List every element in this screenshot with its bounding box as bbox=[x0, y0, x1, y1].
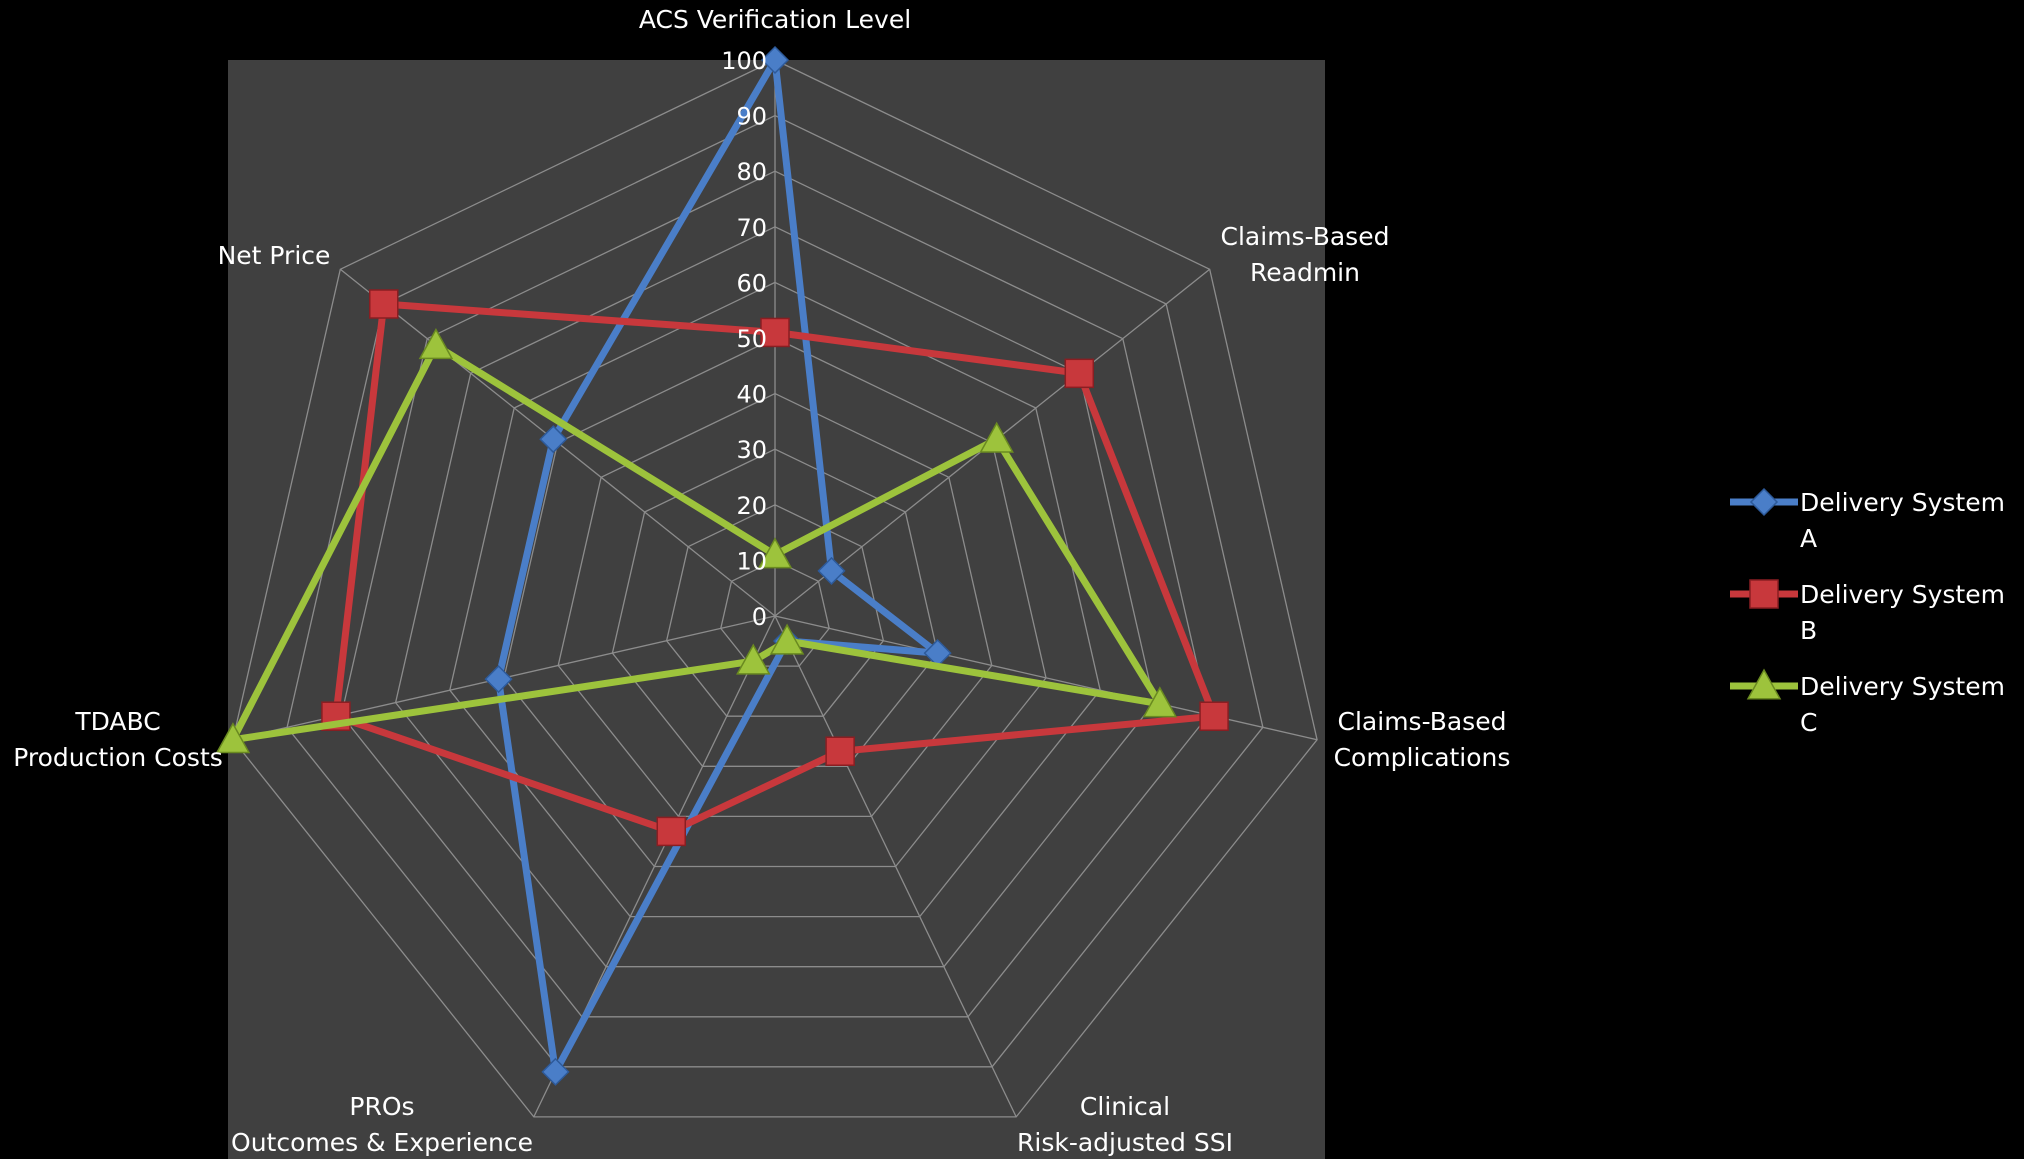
data-point bbox=[817, 556, 846, 585]
plot-area bbox=[228, 60, 1325, 1159]
data-point bbox=[656, 816, 687, 847]
legend-swatch-marker bbox=[1746, 668, 1782, 700]
data-point bbox=[769, 623, 805, 655]
axis-label: Net Price bbox=[218, 241, 331, 270]
data-point bbox=[736, 643, 771, 675]
series-layer bbox=[215, 45, 1229, 1086]
grid-ring-70 bbox=[394, 226, 1156, 968]
legend-swatch-marker bbox=[1749, 487, 1779, 517]
data-point bbox=[1064, 358, 1095, 389]
grid-ring-40 bbox=[557, 392, 993, 818]
legend-item: Delivery System A bbox=[1730, 487, 2005, 553]
grid-ring-100 bbox=[232, 59, 1318, 1118]
series-line bbox=[332, 300, 1218, 835]
tick-label: 80 bbox=[736, 158, 767, 186]
data-point bbox=[369, 289, 399, 319]
data-point bbox=[418, 328, 454, 360]
legend-label: Delivery System A bbox=[1800, 488, 2005, 553]
grid-ring-30 bbox=[611, 448, 939, 767]
data-point bbox=[979, 421, 1014, 453]
axis-label: ACS Verification Level bbox=[639, 5, 911, 34]
tick-label: 60 bbox=[736, 269, 767, 297]
axis-label: PROs Outcomes & Experience bbox=[231, 1092, 533, 1157]
grid-spoke bbox=[774, 615, 1017, 1118]
grid-ring-50 bbox=[503, 337, 1047, 868]
legend: Delivery System A Delivery System B Delivery… bbox=[1730, 487, 2005, 737]
axis-labels: ACS Verification Level Claims-Based Readmi… bbox=[13, 5, 1510, 1157]
axis-label: TDABC Production Costs bbox=[13, 707, 223, 772]
tick-label: 0 bbox=[752, 603, 767, 631]
series-line bbox=[229, 342, 1164, 744]
data-point bbox=[760, 317, 790, 348]
grid-ring-80 bbox=[340, 170, 1210, 1018]
tick-label: 70 bbox=[736, 214, 767, 242]
axis-label: Clinical Risk-adjusted SSI bbox=[1017, 1092, 1233, 1157]
grid-ring-90 bbox=[286, 114, 1264, 1068]
data-point bbox=[541, 1057, 570, 1086]
legend-swatch-marker bbox=[1749, 579, 1779, 609]
grid-ring-60 bbox=[449, 281, 1101, 918]
legend-item: Delivery System C bbox=[1730, 668, 2005, 737]
tick-label: 30 bbox=[736, 436, 767, 464]
tick-label: 40 bbox=[736, 381, 767, 409]
data-point bbox=[539, 425, 568, 454]
grid-ring-20 bbox=[665, 504, 885, 717]
series-line bbox=[495, 56, 942, 1076]
series-c bbox=[215, 328, 1178, 754]
legend-label: Delivery System C bbox=[1800, 672, 2005, 737]
tick-label: 50 bbox=[736, 325, 767, 353]
data-point bbox=[1142, 686, 1178, 718]
data-point bbox=[825, 736, 855, 767]
axis-label: Claims-Based Complications bbox=[1334, 707, 1511, 772]
tick-label: 10 bbox=[736, 547, 767, 575]
data-point bbox=[757, 537, 793, 569]
data-point bbox=[215, 722, 251, 754]
tick-labels: 0 10 20 30 40 50 60 70 80 90 100 bbox=[721, 47, 767, 631]
data-point bbox=[760, 45, 790, 75]
legend-label: Delivery System B bbox=[1800, 580, 2005, 645]
tick-label: 90 bbox=[736, 103, 767, 131]
series-b bbox=[321, 289, 1229, 847]
legend-item: Delivery System B bbox=[1730, 579, 2005, 645]
axis-label: Claims-Based Readmin bbox=[1221, 222, 1390, 287]
tick-label: 20 bbox=[736, 492, 767, 520]
data-point bbox=[1199, 701, 1229, 731]
tick-label: 100 bbox=[721, 47, 767, 75]
data-point bbox=[484, 665, 513, 694]
